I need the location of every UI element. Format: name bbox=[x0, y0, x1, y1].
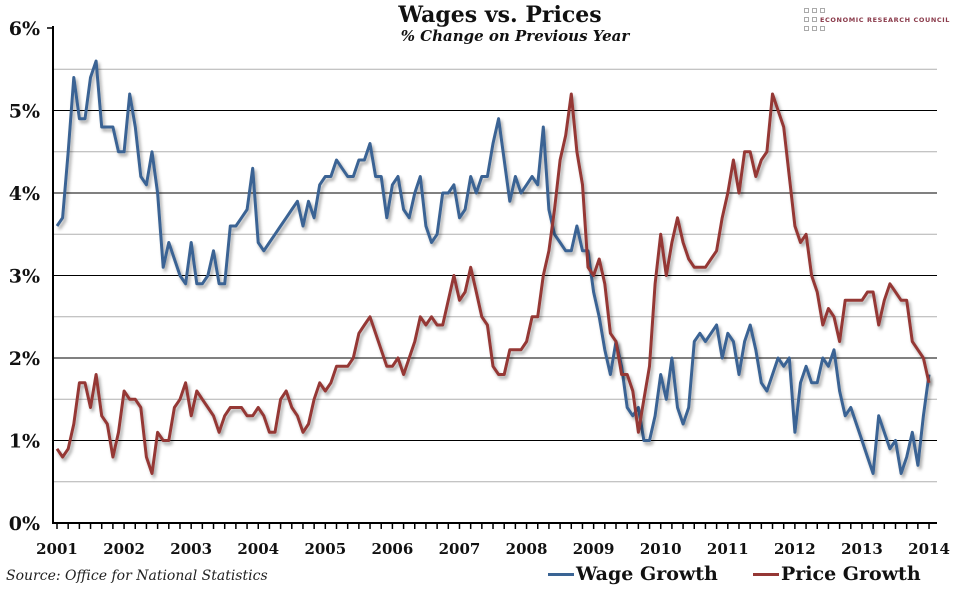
x-tick-label: 2005 bbox=[304, 540, 346, 558]
y-tick-label: 0% bbox=[9, 513, 40, 535]
legend-wage-growth: Wage Growth bbox=[548, 563, 718, 585]
y-tick-label: 6% bbox=[9, 18, 40, 40]
price-growth-line bbox=[55, 92, 931, 475]
y-tick-label: 4% bbox=[9, 183, 40, 205]
y-tick-label: 5% bbox=[9, 101, 40, 123]
y-tick-label: 3% bbox=[9, 266, 40, 288]
chart-subtitle: % Change on Previous Year bbox=[400, 27, 630, 45]
y-tick-label: 2% bbox=[9, 348, 40, 370]
source-note: Source: Office for National Statistics bbox=[6, 568, 268, 584]
x-tick-label: 2011 bbox=[707, 540, 749, 558]
x-tick-label: 2014 bbox=[908, 540, 950, 558]
legend-swatch-wage bbox=[548, 572, 574, 576]
x-tick-label: 2008 bbox=[506, 540, 548, 558]
x-tick-label: 2009 bbox=[573, 540, 615, 558]
legend-label: Price Growth bbox=[781, 563, 921, 585]
x-tick-label: 2013 bbox=[841, 540, 883, 558]
y-tick-label: 1% bbox=[9, 431, 40, 453]
x-tick-label: 2006 bbox=[372, 540, 414, 558]
x-tick-label: 2001 bbox=[36, 540, 78, 558]
x-tick-label: 2007 bbox=[439, 540, 481, 558]
legend-swatch-price bbox=[753, 572, 779, 576]
legend-label: Wage Growth bbox=[576, 563, 718, 585]
erc-logo: ECONOMIC RESEARCH COUNCIL bbox=[804, 7, 950, 33]
x-tick-label: 2010 bbox=[640, 540, 682, 558]
x-tick-label: 2002 bbox=[103, 540, 145, 558]
chart-title: Wages vs. Prices bbox=[398, 2, 602, 28]
legend-price-growth: Price Growth bbox=[753, 563, 921, 585]
x-tick-label: 2004 bbox=[237, 540, 279, 558]
x-tick-label: 2012 bbox=[774, 540, 816, 558]
logo-text: ECONOMIC RESEARCH COUNCIL bbox=[820, 16, 951, 24]
x-tick-label: 2003 bbox=[170, 540, 212, 558]
wage-growth-line bbox=[55, 59, 931, 475]
